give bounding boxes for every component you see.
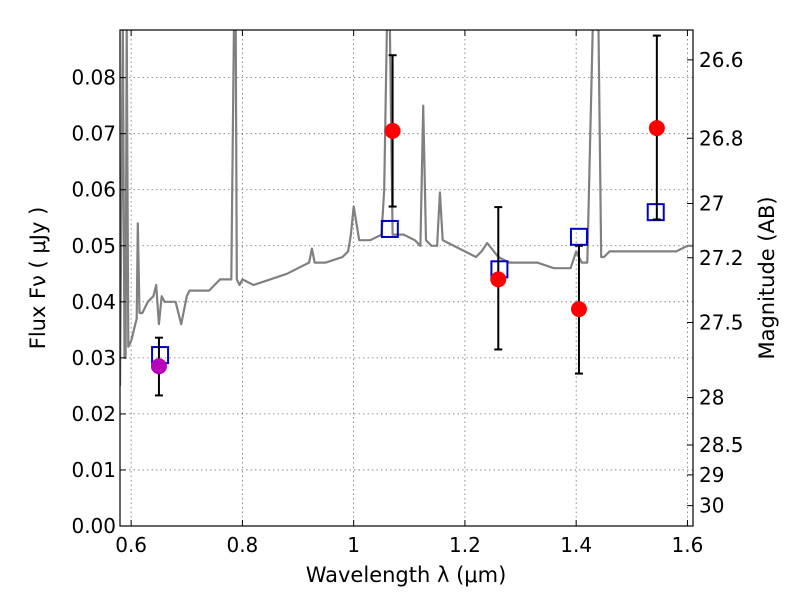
model-square (380, 219, 399, 238)
y2-tick-label: 29 (699, 463, 724, 487)
y2-tick-label: 26.8 (699, 126, 744, 150)
y2-tick-label: 27.5 (699, 311, 744, 335)
y2-tick-label: 27.2 (699, 246, 744, 270)
observed-point (150, 358, 167, 375)
y2-tick-label: 28.5 (699, 433, 744, 457)
x-axis-label: Wavelength λ (μm) (306, 563, 507, 587)
plot-area (120, 30, 693, 397)
y-tick-label: 0.05 (71, 234, 116, 258)
y2-axis-label: Magnitude (AB) (755, 196, 779, 359)
y-axis-label: Flux Fν ( μJy ) (26, 207, 50, 350)
error-bars (154, 34, 661, 397)
y-tick-label: 0.06 (71, 178, 116, 202)
y-axis: 0.00 0.01 0.02 0.03 0.04 0.05 0.06 0.07 0.08 (71, 66, 126, 538)
observed-point (648, 120, 665, 137)
grid (120, 30, 693, 527)
model-square (569, 227, 588, 246)
model-square (646, 203, 665, 222)
x-tick-label: 1 (347, 533, 360, 557)
model-markers (151, 203, 665, 365)
observed-point (384, 122, 401, 139)
y2-axis: 26.6 26.8 27 27.2 27.5 28 28.5 29 30 (687, 48, 744, 518)
observed-point (490, 271, 507, 288)
y-tick-label: 0.03 (71, 346, 116, 370)
plot-frame (119, 29, 694, 527)
x-tick-label: 1.6 (672, 533, 704, 557)
y-tick-label: 0.01 (71, 458, 116, 482)
x-tick-label: 0.8 (226, 533, 258, 557)
x-tick-label: 1.4 (560, 533, 592, 557)
x-tick-label: 0.6 (115, 533, 147, 557)
y2-tick-label: 26.6 (699, 48, 744, 72)
observed-markers (150, 120, 665, 375)
x-axis: 0.6 0.8 1 1.2 1.4 1.6 (115, 30, 703, 557)
y-tick-label: 0.02 (71, 402, 116, 426)
y2-tick-label: 28 (699, 386, 724, 410)
y-tick-label: 0.08 (71, 66, 116, 90)
y2-tick-label: 30 (699, 494, 724, 518)
y2-tick-label: 27 (699, 191, 724, 215)
spectrum-line (120, 30, 693, 386)
observed-point (570, 301, 587, 318)
y-tick-label: 0.04 (71, 290, 116, 314)
x-tick-label: 1.2 (449, 533, 481, 557)
y-tick-label: 0.07 (71, 122, 116, 146)
y-tick-label: 0.00 (71, 514, 116, 538)
